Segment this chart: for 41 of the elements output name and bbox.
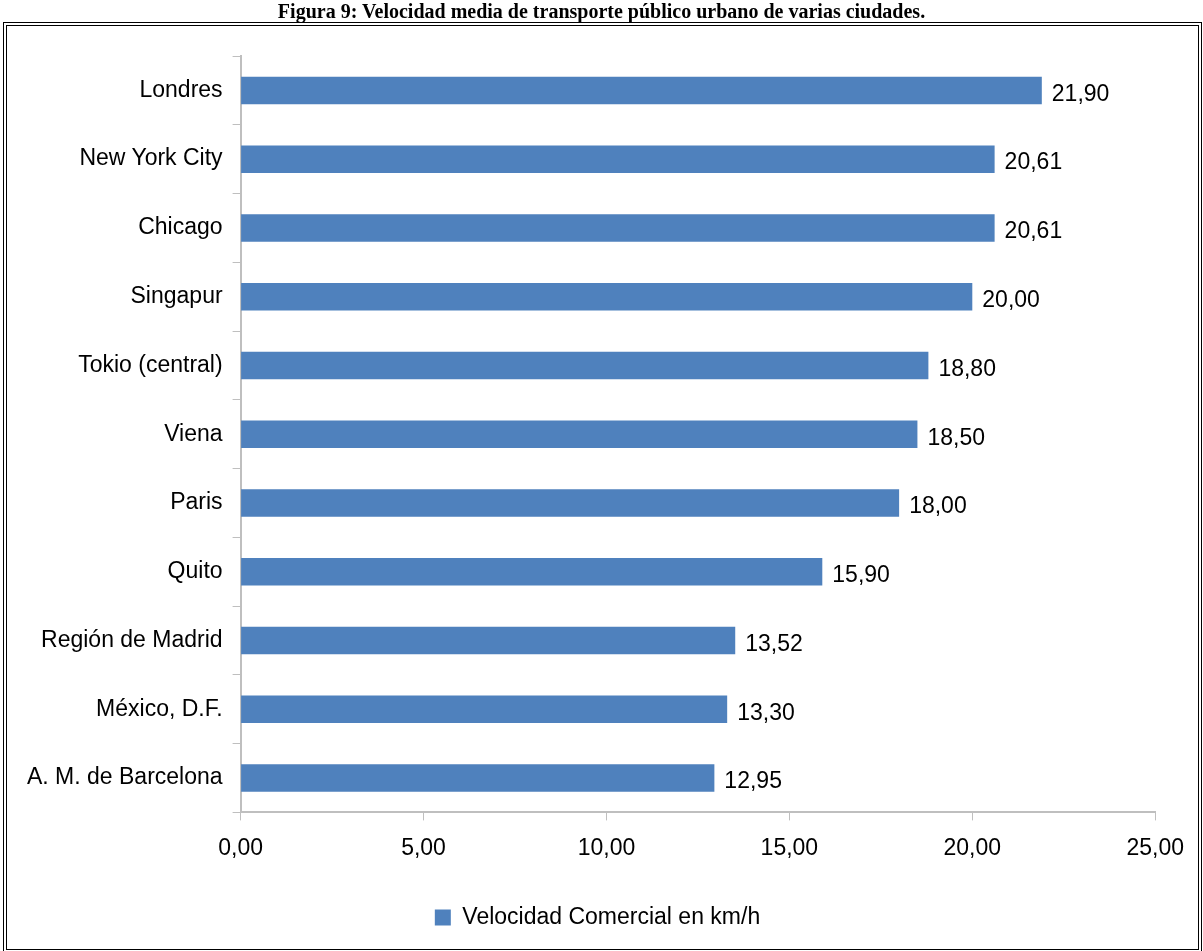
bar: [241, 76, 1042, 105]
data-label: 18,50: [927, 423, 985, 450]
bar: [241, 626, 736, 655]
bar: [241, 764, 715, 792]
y-tick-label: Paris: [170, 488, 223, 515]
data-label: 13,30: [737, 698, 795, 725]
x-tick-label: 25,00: [1126, 833, 1184, 860]
data-label: 20,00: [982, 286, 1040, 313]
data-label: 12,95: [724, 767, 782, 794]
y-tick-label: Quito: [167, 557, 223, 584]
bar: [241, 489, 900, 517]
data-label: 15,90: [832, 561, 890, 588]
y-tick-label: Londres: [139, 75, 223, 102]
y-tick-label: Singapur: [130, 282, 223, 309]
y-tick-label: Región de Madrid: [41, 625, 223, 652]
x-tick-label: 20,00: [943, 833, 1002, 860]
y-tick-label: Tokio (central): [78, 350, 223, 377]
chart-title: Figura 9: Velocidad media de transporte público urbano de varias ciudades.: [276, 0, 927, 22]
data-label: 21,90: [1051, 79, 1110, 106]
bar: [241, 145, 995, 173]
bar: [241, 557, 823, 586]
y-tick-label: Viena: [164, 419, 223, 446]
data-label: 18,00: [909, 492, 967, 519]
x-tick-label: 5,00: [401, 833, 446, 860]
bar: [241, 420, 918, 448]
bar: [241, 695, 728, 724]
data-label: 20,61: [1004, 148, 1063, 175]
bar: [241, 282, 973, 311]
bar: [241, 351, 929, 380]
y-tick-label: A. M. de Barcelona: [26, 763, 223, 790]
bar: [241, 214, 995, 242]
y-tick-label: Chicago: [138, 213, 223, 240]
data-label: 18,80: [938, 354, 996, 381]
data-label: 20,61: [1004, 217, 1063, 244]
y-tick-label: México, D.F.: [96, 694, 223, 721]
y-tick-label: New York City: [79, 144, 224, 171]
data-label: 13,52: [745, 629, 803, 656]
legend-label: Velocidad Comercial en km/h: [462, 902, 761, 929]
x-tick-label: 15,00: [760, 833, 819, 860]
x-tick-label: 10,00: [577, 833, 636, 860]
x-tick-label: 0,00: [218, 833, 263, 860]
